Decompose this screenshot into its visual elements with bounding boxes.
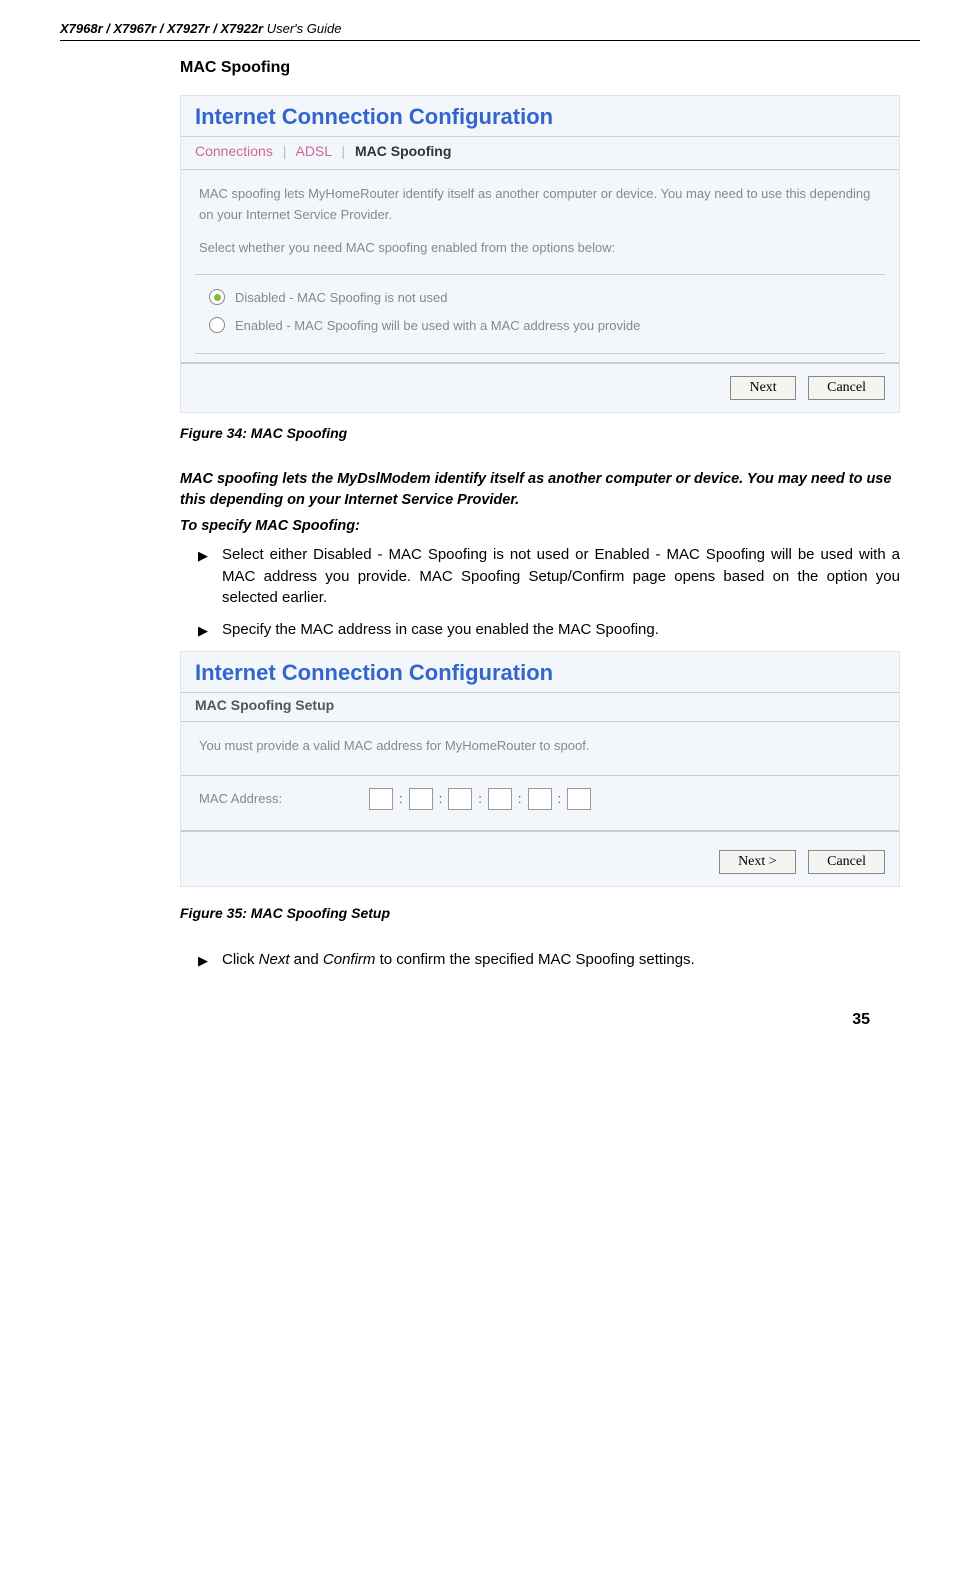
bullet-item: ▶ Click Next and Confirm to confirm the … bbox=[198, 949, 900, 971]
paragraph-to-specify: To specify MAC Spoofing: bbox=[180, 518, 900, 534]
breadcrumb: Connections | ADSL | MAC Spoofing bbox=[181, 137, 899, 170]
breadcrumb-connections[interactable]: Connections bbox=[195, 143, 273, 159]
bullet-arrow-icon: ▶ bbox=[198, 622, 208, 641]
bullet-arrow-icon: ▶ bbox=[198, 547, 208, 566]
bullet-arrow-icon: ▶ bbox=[198, 952, 208, 971]
bullet3-next: Next bbox=[259, 951, 290, 968]
bullet-text: Specify the MAC address in case you enab… bbox=[222, 619, 900, 641]
radio-disabled-label: Disabled - MAC Spoofing is not used bbox=[235, 290, 447, 305]
mac-address-label: MAC Address: bbox=[199, 791, 369, 806]
description-text-2: Select whether you need MAC spoofing ena… bbox=[181, 234, 899, 267]
setup-description: You must provide a valid MAC address for… bbox=[181, 721, 899, 775]
divider bbox=[195, 274, 885, 275]
button-row: Next > Cancel bbox=[181, 838, 899, 886]
content-area: MAC Spoofing Internet Connection Configu… bbox=[180, 59, 900, 971]
cancel-button[interactable]: Cancel bbox=[808, 376, 885, 400]
mac-input-1[interactable] bbox=[369, 788, 393, 810]
screenshot-mac-spoofing-setup: Internet Connection Configuration MAC Sp… bbox=[180, 651, 900, 887]
mac-colon: : bbox=[478, 791, 482, 806]
bullet3-confirm: Confirm bbox=[323, 951, 376, 968]
bullet3-mid: and bbox=[290, 951, 323, 968]
header-text: X7968r / X7967r / X7927r / X7922r User's… bbox=[60, 21, 341, 36]
config-title: Internet Connection Configuration bbox=[181, 96, 899, 137]
next-button[interactable]: Next > bbox=[719, 850, 796, 874]
mac-input-6[interactable] bbox=[567, 788, 591, 810]
figure-caption-35: Figure 35: MAC Spoofing Setup bbox=[180, 905, 900, 921]
breadcrumb-sep: | bbox=[283, 143, 287, 159]
page-header: X7968r / X7967r / X7927r / X7922r User's… bbox=[60, 20, 920, 41]
button-row: Next Cancel bbox=[181, 362, 899, 412]
breadcrumb-adsl[interactable]: ADSL bbox=[295, 143, 331, 159]
mac-input-3[interactable] bbox=[448, 788, 472, 810]
page-number: 35 bbox=[60, 1011, 920, 1029]
breadcrumb-current: MAC Spoofing bbox=[355, 143, 451, 159]
radio-disabled-row[interactable]: Disabled - MAC Spoofing is not used bbox=[181, 283, 899, 311]
paragraph-intro: MAC spoofing lets the MyDslModem identif… bbox=[180, 469, 900, 510]
setup-subtitle: MAC Spoofing Setup bbox=[181, 693, 899, 721]
bullet-item: ▶ Select either Disabled - MAC Spoofing … bbox=[198, 544, 900, 609]
radio-enabled-row[interactable]: Enabled - MAC Spoofing will be used with… bbox=[181, 311, 899, 339]
bullet-text: Click Next and Confirm to confirm the sp… bbox=[222, 949, 900, 971]
bullet3-pre: Click bbox=[222, 951, 259, 968]
mac-colon: : bbox=[399, 791, 403, 806]
mac-input-2[interactable] bbox=[409, 788, 433, 810]
section-title: MAC Spoofing bbox=[180, 59, 900, 77]
bullet-item: ▶ Specify the MAC address in case you en… bbox=[198, 619, 900, 641]
mac-colon: : bbox=[558, 791, 562, 806]
description-text: MAC spoofing lets MyHomeRouter identify … bbox=[181, 170, 899, 234]
radio-enabled-label: Enabled - MAC Spoofing will be used with… bbox=[235, 318, 640, 333]
bullet3-post: to confirm the specified MAC Spoofing se… bbox=[375, 951, 694, 968]
bullet-text: Select either Disabled - MAC Spoofing is… bbox=[222, 544, 900, 609]
mac-input-5[interactable] bbox=[528, 788, 552, 810]
mac-input-4[interactable] bbox=[488, 788, 512, 810]
document-page: X7968r / X7967r / X7927r / X7922r User's… bbox=[0, 0, 980, 1069]
screenshot-mac-spoofing: Internet Connection Configuration Connec… bbox=[180, 95, 900, 413]
radio-icon[interactable] bbox=[209, 317, 225, 333]
config-title: Internet Connection Configuration bbox=[181, 652, 899, 693]
figure-caption-34: Figure 34: MAC Spoofing bbox=[180, 425, 900, 441]
mac-address-row: MAC Address: : : : : : bbox=[181, 775, 899, 832]
header-suffix: User's Guide bbox=[263, 21, 341, 36]
mac-colon: : bbox=[439, 791, 443, 806]
breadcrumb-sep: | bbox=[341, 143, 345, 159]
divider bbox=[195, 353, 885, 354]
next-button[interactable]: Next bbox=[730, 376, 795, 400]
mac-colon: : bbox=[518, 791, 522, 806]
header-models: X7968r / X7967r / X7927r / X7922r bbox=[60, 21, 263, 36]
cancel-button[interactable]: Cancel bbox=[808, 850, 885, 874]
radio-icon[interactable] bbox=[209, 289, 225, 305]
